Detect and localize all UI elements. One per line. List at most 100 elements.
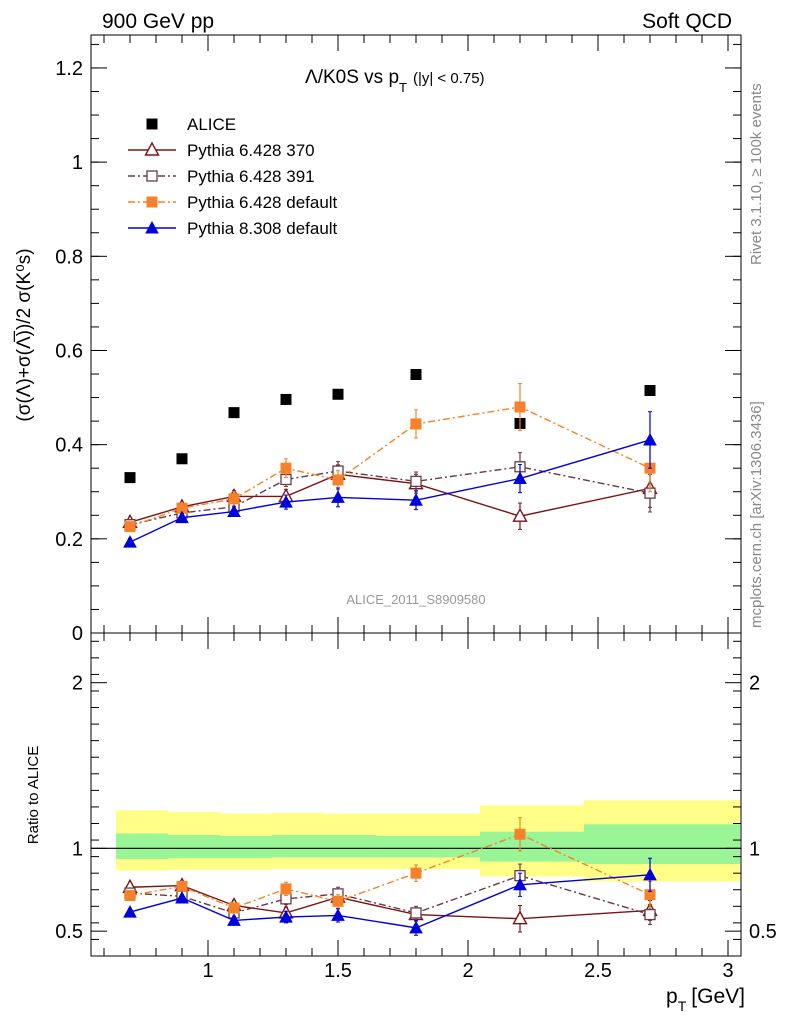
legend-label: Pythia 8.308 default — [187, 219, 338, 238]
ratio-ytick-label: 0.5 — [55, 921, 83, 943]
main-panel: 0 0.2 0.4 0.6 0.8 1 1.2 ALICE_2011_S8909580 Λ/… — [14, 34, 742, 645]
ratio-data-point — [332, 895, 344, 907]
main-series-3 — [124, 382, 656, 533]
main-data-point — [228, 493, 240, 505]
main-series-line — [129, 473, 651, 524]
legend-entry-4: Pythia 8.308 default — [128, 219, 338, 238]
legend: ALICE Pythia 6.428 370 Pythia 6.428 391 Pyt… — [128, 115, 338, 238]
xlabel-unit: [GeV] — [691, 985, 745, 1008]
ratio-data-point — [176, 880, 188, 892]
ratio-data-point — [227, 913, 241, 926]
ratio-data-point — [643, 867, 657, 881]
main-data-point — [227, 504, 241, 518]
main-data-point — [409, 493, 423, 506]
main-data-point — [410, 368, 422, 380]
ratio-data-point — [280, 883, 292, 895]
main-title: Λ/K0S vs pT (|y| < 0.75) — [305, 67, 485, 95]
legend-label: Pythia 6.428 default — [187, 193, 338, 212]
main-ytick-label: 0.2 — [55, 529, 83, 551]
ratio-series-3 — [123, 857, 657, 936]
legend-marker — [144, 141, 160, 156]
main-data-point — [514, 401, 526, 413]
header-right: Soft QCD — [642, 10, 732, 33]
legend-marker — [146, 170, 158, 182]
ratio-data-point — [512, 910, 528, 925]
legend-entry-3: Pythia 6.428 default — [128, 193, 338, 212]
main-data-point — [332, 474, 344, 486]
ratio-data-point — [514, 828, 526, 840]
ratio-ytick-label-right: 0.5 — [749, 921, 777, 943]
main-data-point — [123, 535, 137, 548]
rivet-label: Rivet 3.1.10, ≥ 100k events — [748, 83, 765, 265]
xtick-label: 2.5 — [584, 960, 612, 982]
ratio-data-point — [124, 890, 136, 902]
main-axes: 0 0.2 0.4 0.6 0.8 1 1.2 — [55, 34, 742, 645]
main-data-point — [410, 418, 422, 430]
main-series-2 — [124, 452, 656, 531]
green-band — [116, 833, 168, 860]
main-data-point — [512, 507, 528, 522]
ratio-data-point — [513, 877, 527, 891]
legend-entry-0: ALICE — [146, 115, 236, 134]
main-ytick-label: 0.8 — [55, 246, 83, 268]
main-ytick-label: 1.2 — [55, 58, 83, 80]
main-series-1 — [122, 464, 658, 530]
ratio-data-point — [331, 908, 345, 921]
legend-marker — [145, 220, 159, 234]
main-series-group — [122, 368, 658, 548]
xtick-label: 2 — [462, 960, 473, 982]
main-data-point — [513, 471, 527, 485]
ratio-ylabel: Ratio to ALICE — [25, 746, 42, 844]
ratio-series-line — [129, 874, 651, 916]
main-ytick-label: 0.6 — [55, 340, 83, 362]
legend-marker — [146, 118, 158, 130]
main-data-point — [175, 510, 189, 524]
green-band — [376, 835, 480, 858]
green-band — [480, 831, 584, 862]
main-title-text: Λ/K0S vs p — [305, 67, 399, 88]
main-data-point — [124, 472, 136, 484]
main-series-line — [129, 466, 651, 526]
ratio-data-point — [410, 907, 422, 919]
legend-marker — [146, 196, 158, 208]
main-series-line — [129, 439, 651, 543]
ratio-xlabel: pT [GeV] — [666, 985, 745, 1014]
main-ytick-label: 1 — [72, 152, 83, 174]
green-band — [584, 824, 740, 865]
main-data-point — [176, 453, 188, 465]
main-data-point — [643, 432, 657, 446]
ratio-ytick-label: 1 — [72, 838, 83, 860]
main-ylabel: (σ(Λ)+σ(Λ̅))/2 σ(K⁰s) — [14, 248, 35, 421]
ratio-panel: 0.5 0.5 1 1 2 2 1 1.5 2 2.5 3 Ratio to ALICE pT [Ge… — [25, 632, 777, 1014]
header-left: 900 GeV pp — [102, 10, 214, 33]
xtick-label: 3 — [722, 960, 733, 982]
main-series-4 — [123, 411, 657, 548]
main-data-point — [228, 407, 240, 419]
green-band — [324, 835, 376, 858]
ratio-ytick-label: 2 — [72, 673, 83, 695]
ratio-data-point — [279, 910, 293, 923]
ratio-series-group — [122, 817, 658, 936]
ratio-ytick-label-right: 1 — [749, 838, 760, 860]
green-band — [220, 835, 272, 859]
main-data-point — [644, 385, 656, 397]
ratio-data-point — [123, 905, 137, 918]
mcplots-label: mcplots.cern.ch [arXiv:1306.3436] — [748, 401, 765, 628]
main-data-point — [410, 475, 422, 488]
main-data-point — [332, 388, 344, 400]
xlabel-sub: T — [678, 998, 687, 1014]
main-title-cut: (|y| < 0.75) — [413, 70, 485, 87]
main-data-point — [280, 462, 292, 474]
ratio-data-point — [644, 908, 656, 921]
ratio-axes: 0.5 0.5 1 1 2 2 1 1.5 2 2.5 3 — [55, 632, 777, 982]
main-series-line — [129, 406, 651, 528]
legend-entry-2: Pythia 6.428 391 — [128, 167, 315, 186]
ratio-data-point — [228, 902, 240, 914]
green-band — [168, 835, 220, 859]
main-title-sub: T — [399, 80, 407, 95]
main-data-point — [331, 490, 345, 503]
main-series-0 — [124, 368, 656, 484]
green-band — [272, 835, 324, 858]
main-watermark: ALICE_2011_S8909580 — [346, 592, 485, 607]
